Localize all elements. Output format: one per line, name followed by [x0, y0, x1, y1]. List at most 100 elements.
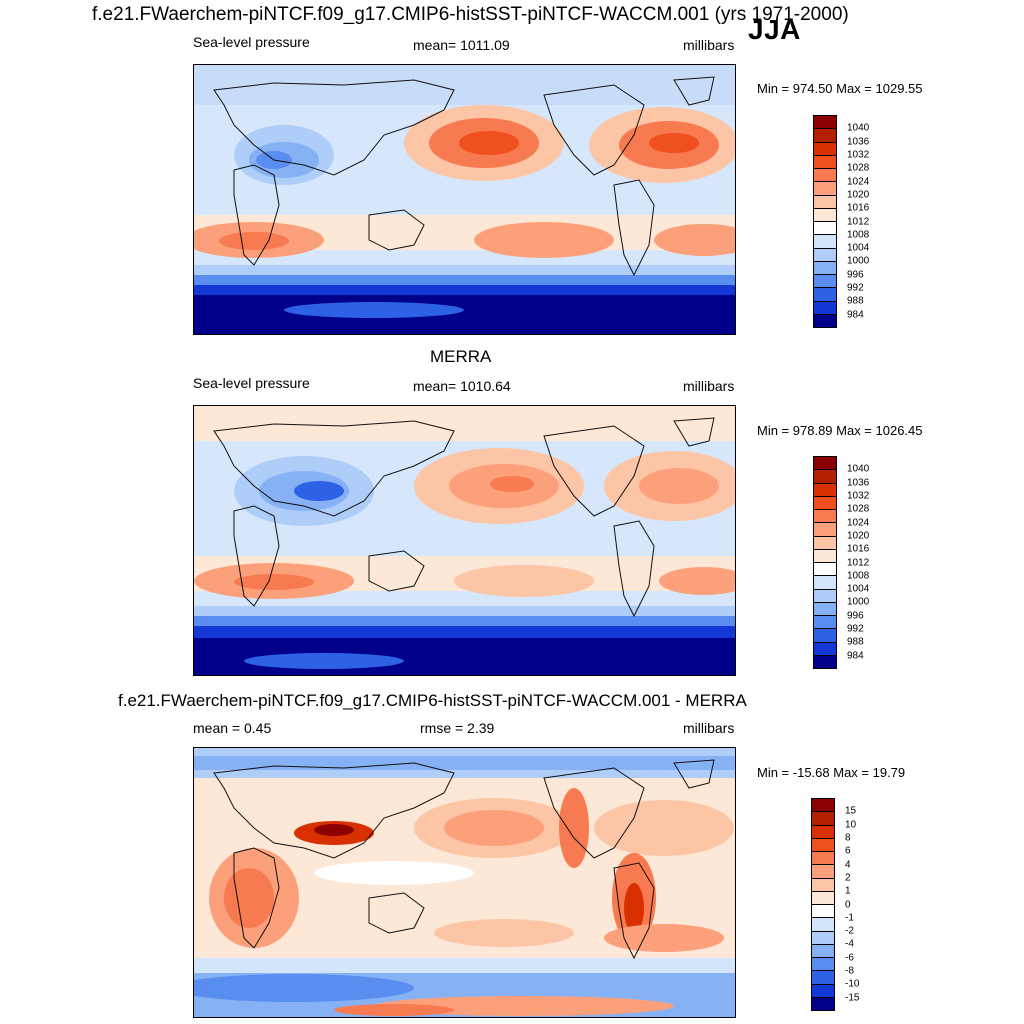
- colorbar-swatch: [814, 142, 836, 156]
- colorbar-swatch: [814, 155, 836, 169]
- colorbar-swatch: [814, 536, 836, 550]
- panel1-minmax-label: Min = 974.50 Max = 1029.55: [757, 81, 923, 96]
- colorbar-swatch: [814, 261, 836, 275]
- colorbar-swatch: [814, 116, 836, 130]
- colorbar-swatch: [814, 510, 836, 524]
- colorbar-swatch: [814, 483, 836, 497]
- colorbar-tick-label: 1020: [847, 530, 870, 542]
- panel3-colorbar-labels: 15 10 8 6 4 2 1 0 -1 -2 -4 -6 -8 -10 -15: [845, 798, 885, 1011]
- colorbar-tick-label: 1: [845, 885, 851, 897]
- colorbar-tick-label: 992: [847, 623, 864, 635]
- panel2-map: [193, 405, 736, 676]
- colorbar-swatch: [814, 655, 836, 668]
- colorbar-swatch: [814, 301, 836, 315]
- colorbar-swatch: [814, 642, 836, 656]
- colorbar-tick-label: -15: [845, 992, 860, 1004]
- panel3-minmax-label: Min = -15.68 Max = 19.79: [757, 765, 906, 780]
- panel1-variable-label: Sea-level pressure: [193, 34, 310, 50]
- colorbar-swatch: [814, 457, 836, 471]
- colorbar-tick-label: 1024: [847, 176, 870, 188]
- panel2-variable-label: Sea-level pressure: [193, 375, 310, 391]
- colorbar-swatch: [812, 997, 834, 1010]
- colorbar-swatch: [812, 905, 834, 919]
- colorbar-tick-label: -6: [845, 952, 854, 964]
- panel3-rmse-label: rmse = 2.39: [420, 720, 495, 736]
- colorbar-swatch: [814, 314, 836, 327]
- colorbar-tick-label: 4: [845, 859, 851, 871]
- colorbar-swatch: [812, 799, 834, 813]
- colorbar-tick-label: 1000: [847, 596, 870, 608]
- season-label: JJA: [748, 14, 801, 45]
- panel3-contour-svg: [194, 748, 735, 1017]
- colorbar-swatch: [812, 891, 834, 905]
- colorbar-swatch: [812, 958, 834, 972]
- colorbar-swatch: [814, 235, 836, 249]
- panel2-colorbar-labels: 1040 1036 1032 1028 1024 1020 1016 1012 1008 1004…: [847, 456, 887, 669]
- panel1-colorbar: [813, 115, 837, 328]
- colorbar-tick-label: 1000: [847, 255, 870, 267]
- colorbar-tick-label: 1016: [847, 543, 870, 555]
- colorbar-tick-label: 1028: [847, 503, 870, 515]
- colorbar-tick-label: 0: [845, 899, 851, 910]
- colorbar-tick-label: -4: [845, 938, 854, 950]
- colorbar-swatch: [814, 275, 836, 289]
- colorbar-swatch: [814, 195, 836, 209]
- colorbar-tick-label: 1020: [847, 189, 870, 201]
- colorbar-tick-label: 988: [847, 636, 864, 648]
- panel3-colorbar: [811, 798, 835, 1011]
- panel1-map: [193, 64, 736, 335]
- panel1-mean-label: mean= 1011.09: [413, 37, 510, 53]
- panel3-map: [193, 747, 736, 1018]
- colorbar-swatch: [812, 825, 834, 839]
- panel1-units-label: millibars: [683, 37, 735, 53]
- colorbar-tick-label: 992: [847, 282, 864, 294]
- colorbar-tick-label: -2: [845, 925, 854, 937]
- colorbar-swatch: [814, 602, 836, 616]
- colorbar-tick-label: 996: [847, 269, 864, 281]
- colorbar-tick-label: 1008: [847, 229, 870, 241]
- colorbar-tick-label: 1032: [847, 490, 870, 502]
- colorbar-tick-label: 1036: [847, 136, 870, 148]
- panel2-units-label: millibars: [683, 378, 735, 394]
- panel1-colorbar-labels: 1040 1036 1032 1028 1024 1020 1016 1012 1008 1004…: [847, 115, 887, 328]
- colorbar-swatch: [814, 470, 836, 484]
- colorbar-tick-label: 1036: [847, 477, 870, 489]
- colorbar-swatch: [812, 971, 834, 985]
- colorbar-tick-label: 1004: [847, 242, 870, 254]
- colorbar-tick-label: 1008: [847, 570, 870, 582]
- colorbar-swatch: [814, 288, 836, 302]
- colorbar-swatch: [812, 944, 834, 958]
- panel1-contour-svg: [194, 65, 735, 334]
- colorbar-tick-label: 1028: [847, 162, 870, 174]
- panel2-minmax-label: Min = 978.89 Max = 1026.45: [757, 423, 923, 438]
- colorbar-tick-label: 2: [845, 872, 851, 884]
- colorbar-swatch: [814, 182, 836, 196]
- colorbar-tick-label: 1016: [847, 202, 870, 214]
- colorbar-swatch: [814, 222, 836, 236]
- colorbar-tick-label: 1040: [847, 122, 870, 134]
- colorbar-swatch: [814, 496, 836, 510]
- colorbar-swatch: [814, 169, 836, 183]
- colorbar-swatch: [814, 208, 836, 222]
- colorbar-tick-label: 984: [847, 650, 864, 662]
- colorbar-swatch: [814, 248, 836, 262]
- panel3-units-label: millibars: [683, 720, 735, 736]
- colorbar-tick-label: 1012: [847, 557, 870, 568]
- colorbar-swatch: [812, 812, 834, 826]
- colorbar-swatch: [812, 984, 834, 998]
- colorbar-swatch: [812, 852, 834, 866]
- colorbar-tick-label: 1004: [847, 583, 870, 595]
- colorbar-swatch: [814, 576, 836, 590]
- colorbar-tick-label: 988: [847, 295, 864, 307]
- figure-title: f.e21.FWaerchem-piNTCF.f09_g17.CMIP6-his…: [92, 4, 849, 25]
- colorbar-swatch: [814, 616, 836, 630]
- colorbar-tick-label: 1032: [847, 149, 870, 161]
- colorbar-swatch: [814, 563, 836, 577]
- panel3-mean-label: mean = 0.45: [193, 720, 272, 736]
- colorbar-swatch: [812, 918, 834, 932]
- colorbar-tick-label: 1040: [847, 463, 870, 475]
- colorbar-swatch: [814, 629, 836, 643]
- colorbar-tick-label: 1024: [847, 517, 870, 529]
- colorbar-swatch: [814, 129, 836, 143]
- colorbar-tick-label: -10: [845, 978, 860, 990]
